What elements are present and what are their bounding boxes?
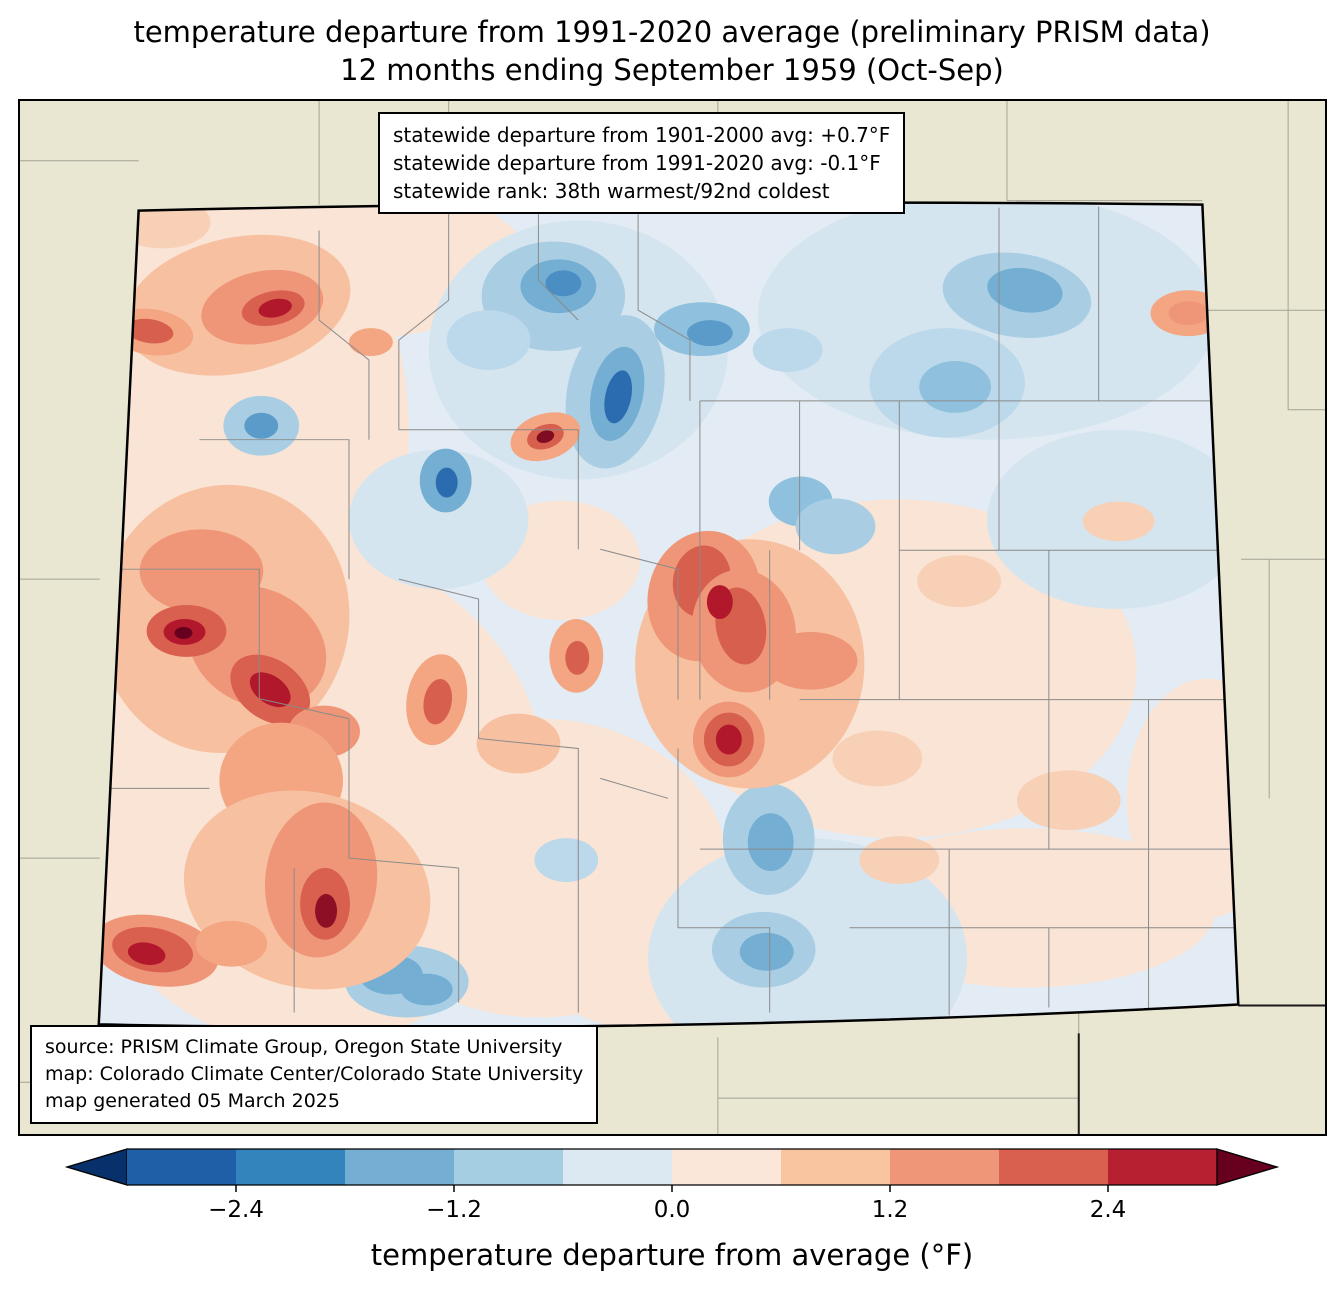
colorbar-bin	[890, 1149, 1000, 1185]
colorbar-tick-label: 0.0	[653, 1197, 691, 1223]
colorbar-bin	[672, 1149, 782, 1185]
colorbar-tick-labels: −2.4 −1.2 0.0 1.2 2.4	[65, 1197, 1279, 1225]
neighbor-state-borders	[1077, 1004, 1325, 1134]
colorbar-bin	[236, 1149, 346, 1185]
source-line-1: source: PRISM Climate Group, Oregon Stat…	[45, 1036, 563, 1058]
colorado-anomaly-map	[20, 101, 1325, 1134]
colorbar-bin	[345, 1149, 455, 1185]
colorbar-bin	[999, 1149, 1109, 1185]
colorbar-tick-label: −1.2	[426, 1197, 482, 1223]
colorbar-bin	[1108, 1149, 1218, 1185]
colorbar-tick-label: 1.2	[871, 1197, 909, 1223]
colorbar-tick-label: −2.4	[208, 1197, 264, 1223]
colorbar-bin	[127, 1149, 237, 1185]
neighbor-county-lines	[20, 101, 1325, 1134]
stats-line-rank: statewide rank: 38th warmest/92nd coldes…	[393, 179, 830, 203]
colorbar-axis-label: temperature departure from average (°F)	[370, 1238, 974, 1272]
colorbar-bin	[781, 1149, 891, 1185]
cool-anomaly-blobs	[223, 241, 1092, 1018]
stats-line-1901-2000: statewide departure from 1901-2000 avg: …	[393, 123, 891, 147]
stats-box: statewide departure from 1901-2000 avg: …	[378, 112, 906, 214]
title-line-1: temperature departure from 1991-2020 ave…	[133, 15, 1211, 49]
county-lines	[99, 206, 1239, 1016]
colorbar-under-arrow	[65, 1148, 128, 1186]
colorbar-tick-label: 2.4	[1089, 1197, 1127, 1223]
source-line-3: map generated 05 March 2025	[45, 1090, 340, 1112]
title-line-2: 12 months ending September 1959 (Oct-Sep…	[340, 53, 1004, 87]
figure-title: temperature departure from 1991-2020 ave…	[0, 13, 1344, 89]
source-box: source: PRISM Climate Group, Oregon Stat…	[30, 1025, 599, 1124]
colorbar	[65, 1148, 1279, 1192]
colorbar-bin	[563, 1149, 673, 1185]
map-frame: statewide departure from 1901-2000 avg: …	[18, 99, 1327, 1136]
source-line-2: map: Colorado Climate Center/Colorado St…	[45, 1063, 584, 1085]
stats-line-1991-2020: statewide departure from 1991-2020 avg: …	[393, 151, 881, 175]
anomaly-field	[98, 202, 1239, 1028]
colorbar-over-arrow	[1216, 1148, 1279, 1186]
colorbar-bin	[454, 1149, 564, 1185]
